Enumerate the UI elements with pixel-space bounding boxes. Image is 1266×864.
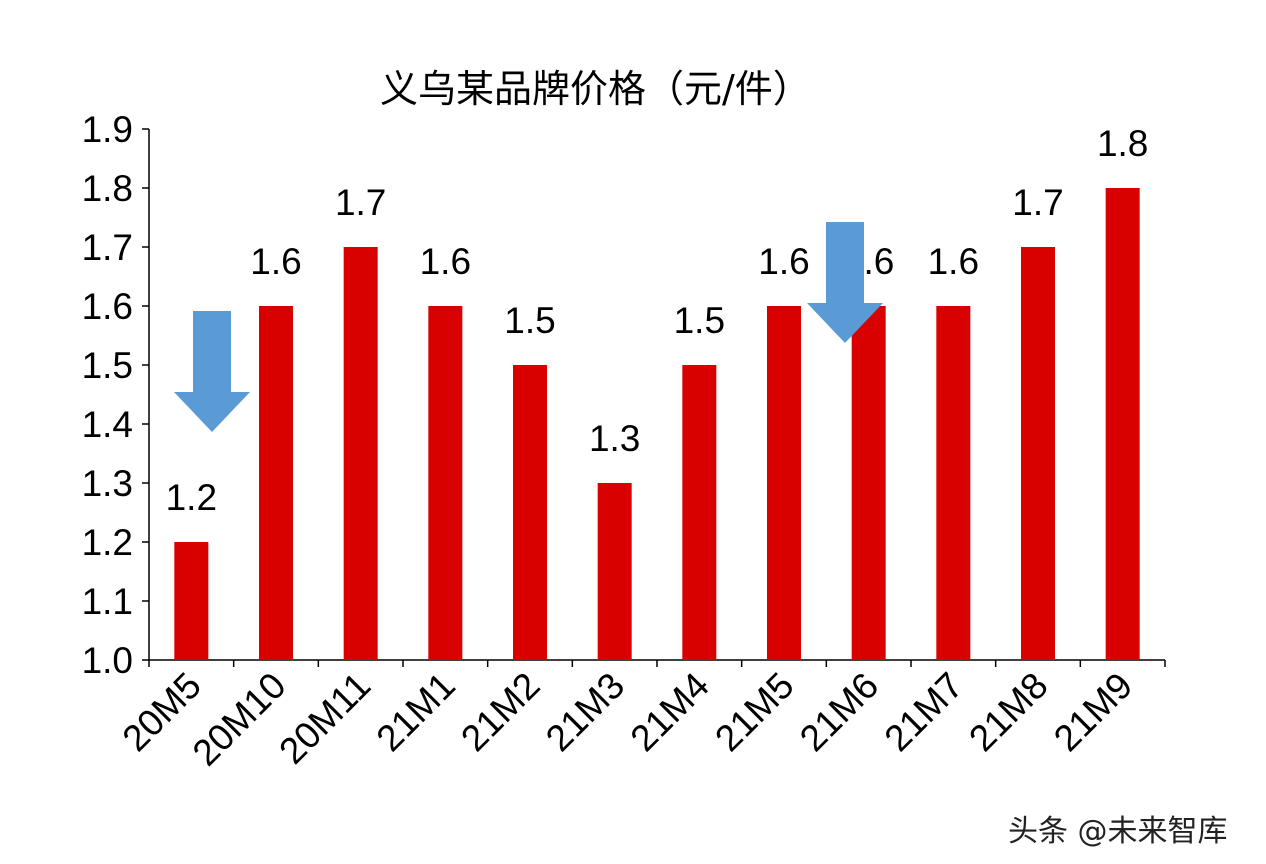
y-tick-label: 1.2 <box>82 522 133 563</box>
bar <box>513 365 547 660</box>
data-label: 1.2 <box>166 477 217 518</box>
data-label: 1.7 <box>1012 182 1063 223</box>
bar <box>174 542 209 660</box>
data-label: 1.5 <box>674 300 725 341</box>
x-tick-label: 20M11 <box>271 665 378 772</box>
x-tick-label: 21M4 <box>623 665 717 759</box>
bar <box>428 306 463 660</box>
x-tick-label: 21M8 <box>961 665 1055 759</box>
bar <box>851 306 886 660</box>
x-tick-label: 21M3 <box>538 665 632 759</box>
bar <box>1105 188 1140 660</box>
x-tick-label: 21M2 <box>453 665 547 759</box>
bar <box>767 306 801 660</box>
data-label: 1.8 <box>1097 123 1148 164</box>
y-tick-label: 1.0 <box>82 640 133 681</box>
x-tick-label: 21M9 <box>1046 665 1140 759</box>
data-label: 1.6 <box>928 241 979 282</box>
y-tick-label: 1.5 <box>82 345 133 386</box>
data-label: 1.3 <box>589 418 640 459</box>
bar <box>1021 247 1055 660</box>
x-tick-label: 21M7 <box>877 665 971 759</box>
down-arrow-icon <box>807 222 883 343</box>
down-arrow-icon <box>174 311 250 432</box>
data-label: 1.6 <box>250 241 301 282</box>
y-tick-label: 1.4 <box>82 404 133 445</box>
bar <box>597 483 632 660</box>
bar <box>343 247 378 660</box>
x-tick-label: 21M1 <box>369 665 463 759</box>
y-tick-label: 1.7 <box>82 227 133 268</box>
bar <box>682 365 717 660</box>
x-tick-label: 20M10 <box>185 665 294 774</box>
x-tick-label: 21M6 <box>792 665 886 759</box>
watermark: 头条 @未来智库 <box>1008 814 1228 849</box>
data-label: 1.7 <box>335 182 386 223</box>
y-tick-label: 1.3 <box>82 463 133 504</box>
chart-title: 义乌某品牌价格（元/件） <box>380 67 811 111</box>
bar <box>936 306 971 660</box>
bar <box>259 306 293 660</box>
y-tick-label: 1.6 <box>82 286 133 327</box>
y-tick-label: 1.1 <box>82 581 133 622</box>
y-tick-label: 1.8 <box>82 168 133 209</box>
y-tick-label: 1.9 <box>82 109 133 150</box>
data-label: 1.5 <box>504 300 555 341</box>
data-label: 1.6 <box>420 241 471 282</box>
data-label: 1.6 <box>758 241 809 282</box>
x-tick-label: 21M5 <box>707 665 801 759</box>
